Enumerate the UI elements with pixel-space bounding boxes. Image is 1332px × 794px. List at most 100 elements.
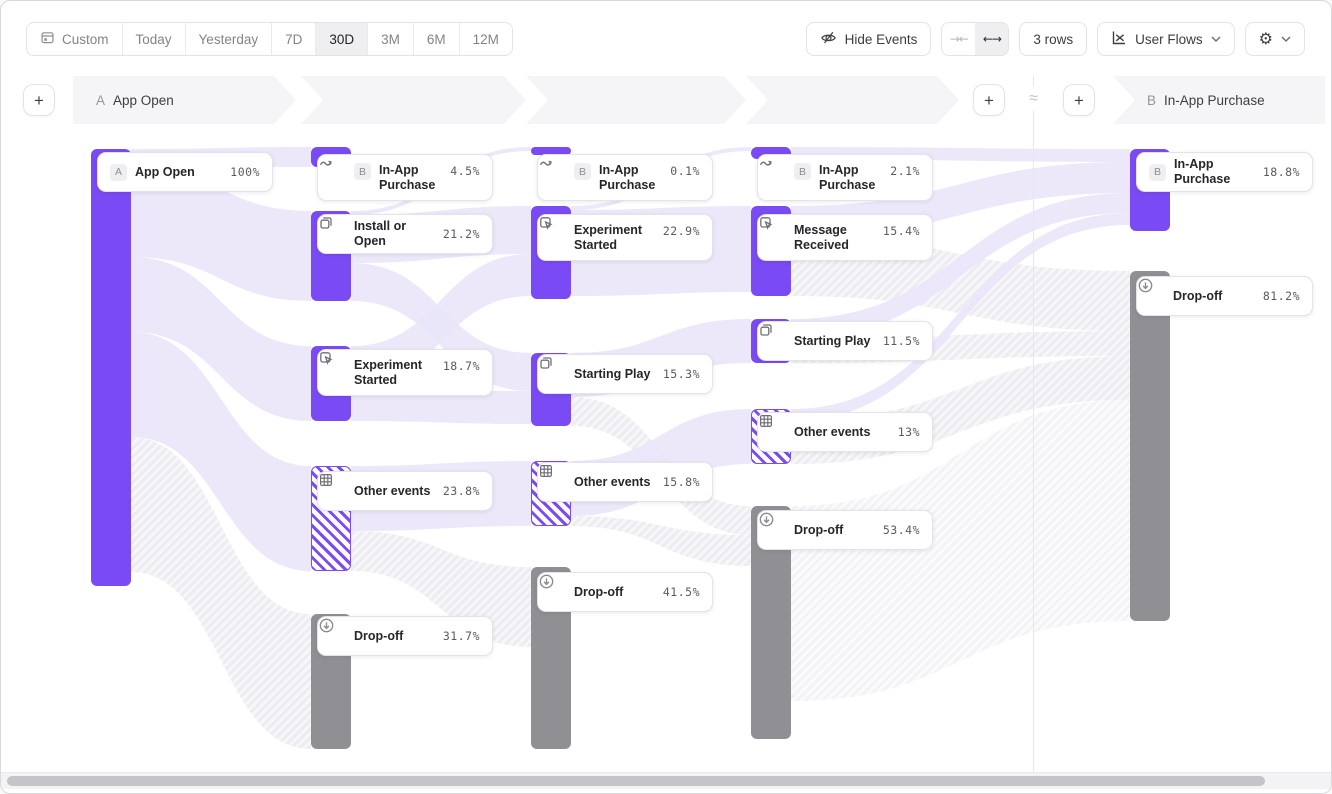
flow-node-card-c2-install[interactable]: Install or Open 21.2% [317,214,493,254]
flow-link [571,516,751,566]
flow-node-card-c3-drop[interactable]: Drop-off 41.5% [537,572,713,612]
flow-node-card-c3-other[interactable]: Other events 15.8% [537,462,713,502]
add-step-button-right[interactable]: + [1063,84,1095,116]
flow-node-label: Other events [574,474,651,489]
flow-node-card-cb-drop[interactable]: Drop-off 81.2% [1136,276,1313,316]
collapse-columns-button[interactable]: →← [942,23,976,55]
flow-node-card-cb-iap[interactable]: B In-App Purchase 18.8% [1136,152,1313,192]
hide-events-button[interactable]: Hide Events [805,22,932,56]
flow-node-percentage: 53.4% [882,523,920,537]
approx-symbol: ≈ [1022,87,1045,111]
date-range-3m[interactable]: 3M [367,23,413,55]
flow-node-label: In-App Purchase [379,163,436,192]
flow-link [791,400,1130,701]
flow-node-label: Message Received [794,223,849,252]
flow-node-label: Drop-off [354,628,404,643]
date-range-label: Custom [62,31,109,47]
date-range-12m[interactable]: 12M [458,23,512,55]
flow-link [131,332,311,571]
flow-node-card-c3-play[interactable]: Starting Play 15.3% [537,354,713,394]
flow-node-percentage: 21.2% [442,227,480,241]
event-badge-b: B [574,163,591,180]
date-range-custom[interactable]: Custom [27,23,122,55]
step-label-end: In-App Purchase [1164,92,1265,108]
step-badge-a: A [96,92,106,108]
flow-node-label: In-App Purchase [819,163,876,192]
event-badge-a: A [110,163,127,181]
flow-node-percentage: 100% [230,165,260,179]
expand-columns-button[interactable]: ←→ [975,23,1009,55]
flow-node-card-c4-play[interactable]: Starting Play 11.5% [757,321,933,361]
flow-node-card-c2-drop[interactable]: Drop-off 31.7% [317,616,493,656]
flow-link [791,213,1130,421]
step-banner-4[interactable] [746,76,959,124]
flow-node-bar-cb-drop[interactable] [1130,271,1170,621]
flow-node-card-c2-iap[interactable]: B In-App Purchase 4.5% [317,154,493,201]
flow-node-percentage: 13% [897,425,920,439]
view-selector-dropdown[interactable]: User Flows [1097,22,1235,56]
flow-node-label: Drop-off [1173,288,1223,303]
flow-link [131,257,311,421]
settings-dropdown[interactable]: ⚙ [1244,22,1305,56]
collapse-icon: →← [949,32,969,46]
add-step-button-middle[interactable]: + [973,84,1005,116]
toolbar-right: Hide Events →← ←→ 3 rows User Flows ⚙ [805,22,1305,56]
flow-node-percentage: 23.8% [442,484,480,498]
event-badge-b: B [354,163,371,180]
flow-node-card-c3-exp[interactable]: Experiment Started 22.9% [537,214,713,261]
flow-node-card-c4-msg[interactable]: Message Received 15.4% [757,214,933,261]
date-range-7d[interactable]: 7D [271,23,316,55]
flow-node-label: Drop-off [574,584,624,599]
flow-node-percentage: 0.1% [670,164,700,178]
step-banner-start[interactable]: A App Open [73,76,296,124]
flow-node-percentage: 31.7% [442,629,480,643]
flow-link [131,167,311,301]
flow-node-label: Experiment Started [354,358,423,387]
flow-node-percentage: 15.4% [882,224,920,238]
flow-node-card-c4-other[interactable]: Other events 13% [757,412,933,452]
flow-node-label: Install or Open [354,219,407,248]
flow-node-bar-c3-iap[interactable] [531,147,571,155]
flow-node-percentage: 18.7% [442,359,480,373]
chevron-down-icon [1211,36,1221,42]
horizontal-scrollbar-thumb[interactable] [7,776,1265,786]
flow-node-label: Starting Play [574,366,651,381]
gear-icon: ⚙ [1258,29,1273,48]
steps-header: + A App Open + + B In-App Purchase [1,76,1331,124]
flow-node-card-c3-iap[interactable]: B In-App Purchase 0.1% [537,154,713,201]
rows-button[interactable]: 3 rows [1019,22,1088,56]
add-step-button-left[interactable]: + [23,84,55,116]
flow-node-percentage: 81.2% [1262,289,1300,303]
flow-node-percentage: 15.3% [662,367,700,381]
flow-node-card-c4-iap[interactable]: B In-App Purchase 2.1% [757,154,933,201]
horizontal-scrollbar[interactable] [1,772,1331,789]
flow-node-label: In-App Purchase [599,163,656,192]
step-banner-3[interactable] [526,76,746,124]
step-label-start: App Open [113,92,174,108]
expand-icon: ←→ [982,32,1002,46]
flow-node-card-c2-exp[interactable]: Experiment Started 18.7% [317,349,493,396]
flow-node-percentage: 11.5% [882,334,920,348]
flow-node-card-c4-drop[interactable]: Drop-off 53.4% [757,510,933,550]
date-range-6m[interactable]: 6M [412,23,459,55]
event-badge-b: B [1149,163,1166,181]
flow-link [791,193,1130,339]
flow-node-percentage: 4.5% [450,164,480,178]
flow-link [351,388,531,424]
flow-node-label: Experiment Started [574,223,643,252]
flow-node-card-c2-other[interactable]: Other events 23.8% [317,471,493,511]
flow-node-bar-c1-appopen[interactable] [91,149,131,586]
date-range-30d[interactable]: 30D [315,23,368,55]
flow-node-label: Other events [794,424,871,439]
step-banner-2[interactable] [301,76,526,124]
event-badge-b: B [794,163,811,180]
flow-node-percentage: 18.8% [1262,165,1300,179]
toolbar: Custom Today Yesterday 7D 30D 3M 6M 12M … [1,1,1331,71]
date-range-control: Custom Today Yesterday 7D 30D 3M 6M 12M [26,22,513,56]
date-range-today[interactable]: Today [121,23,185,55]
flow-node-card-c1-appopen[interactable]: A App Open 100% [97,152,273,192]
date-range-yesterday[interactable]: Yesterday [184,23,272,55]
step-banner-end[interactable]: B In-App Purchase [1113,76,1325,124]
flow-node-percentage: 2.1% [890,164,920,178]
